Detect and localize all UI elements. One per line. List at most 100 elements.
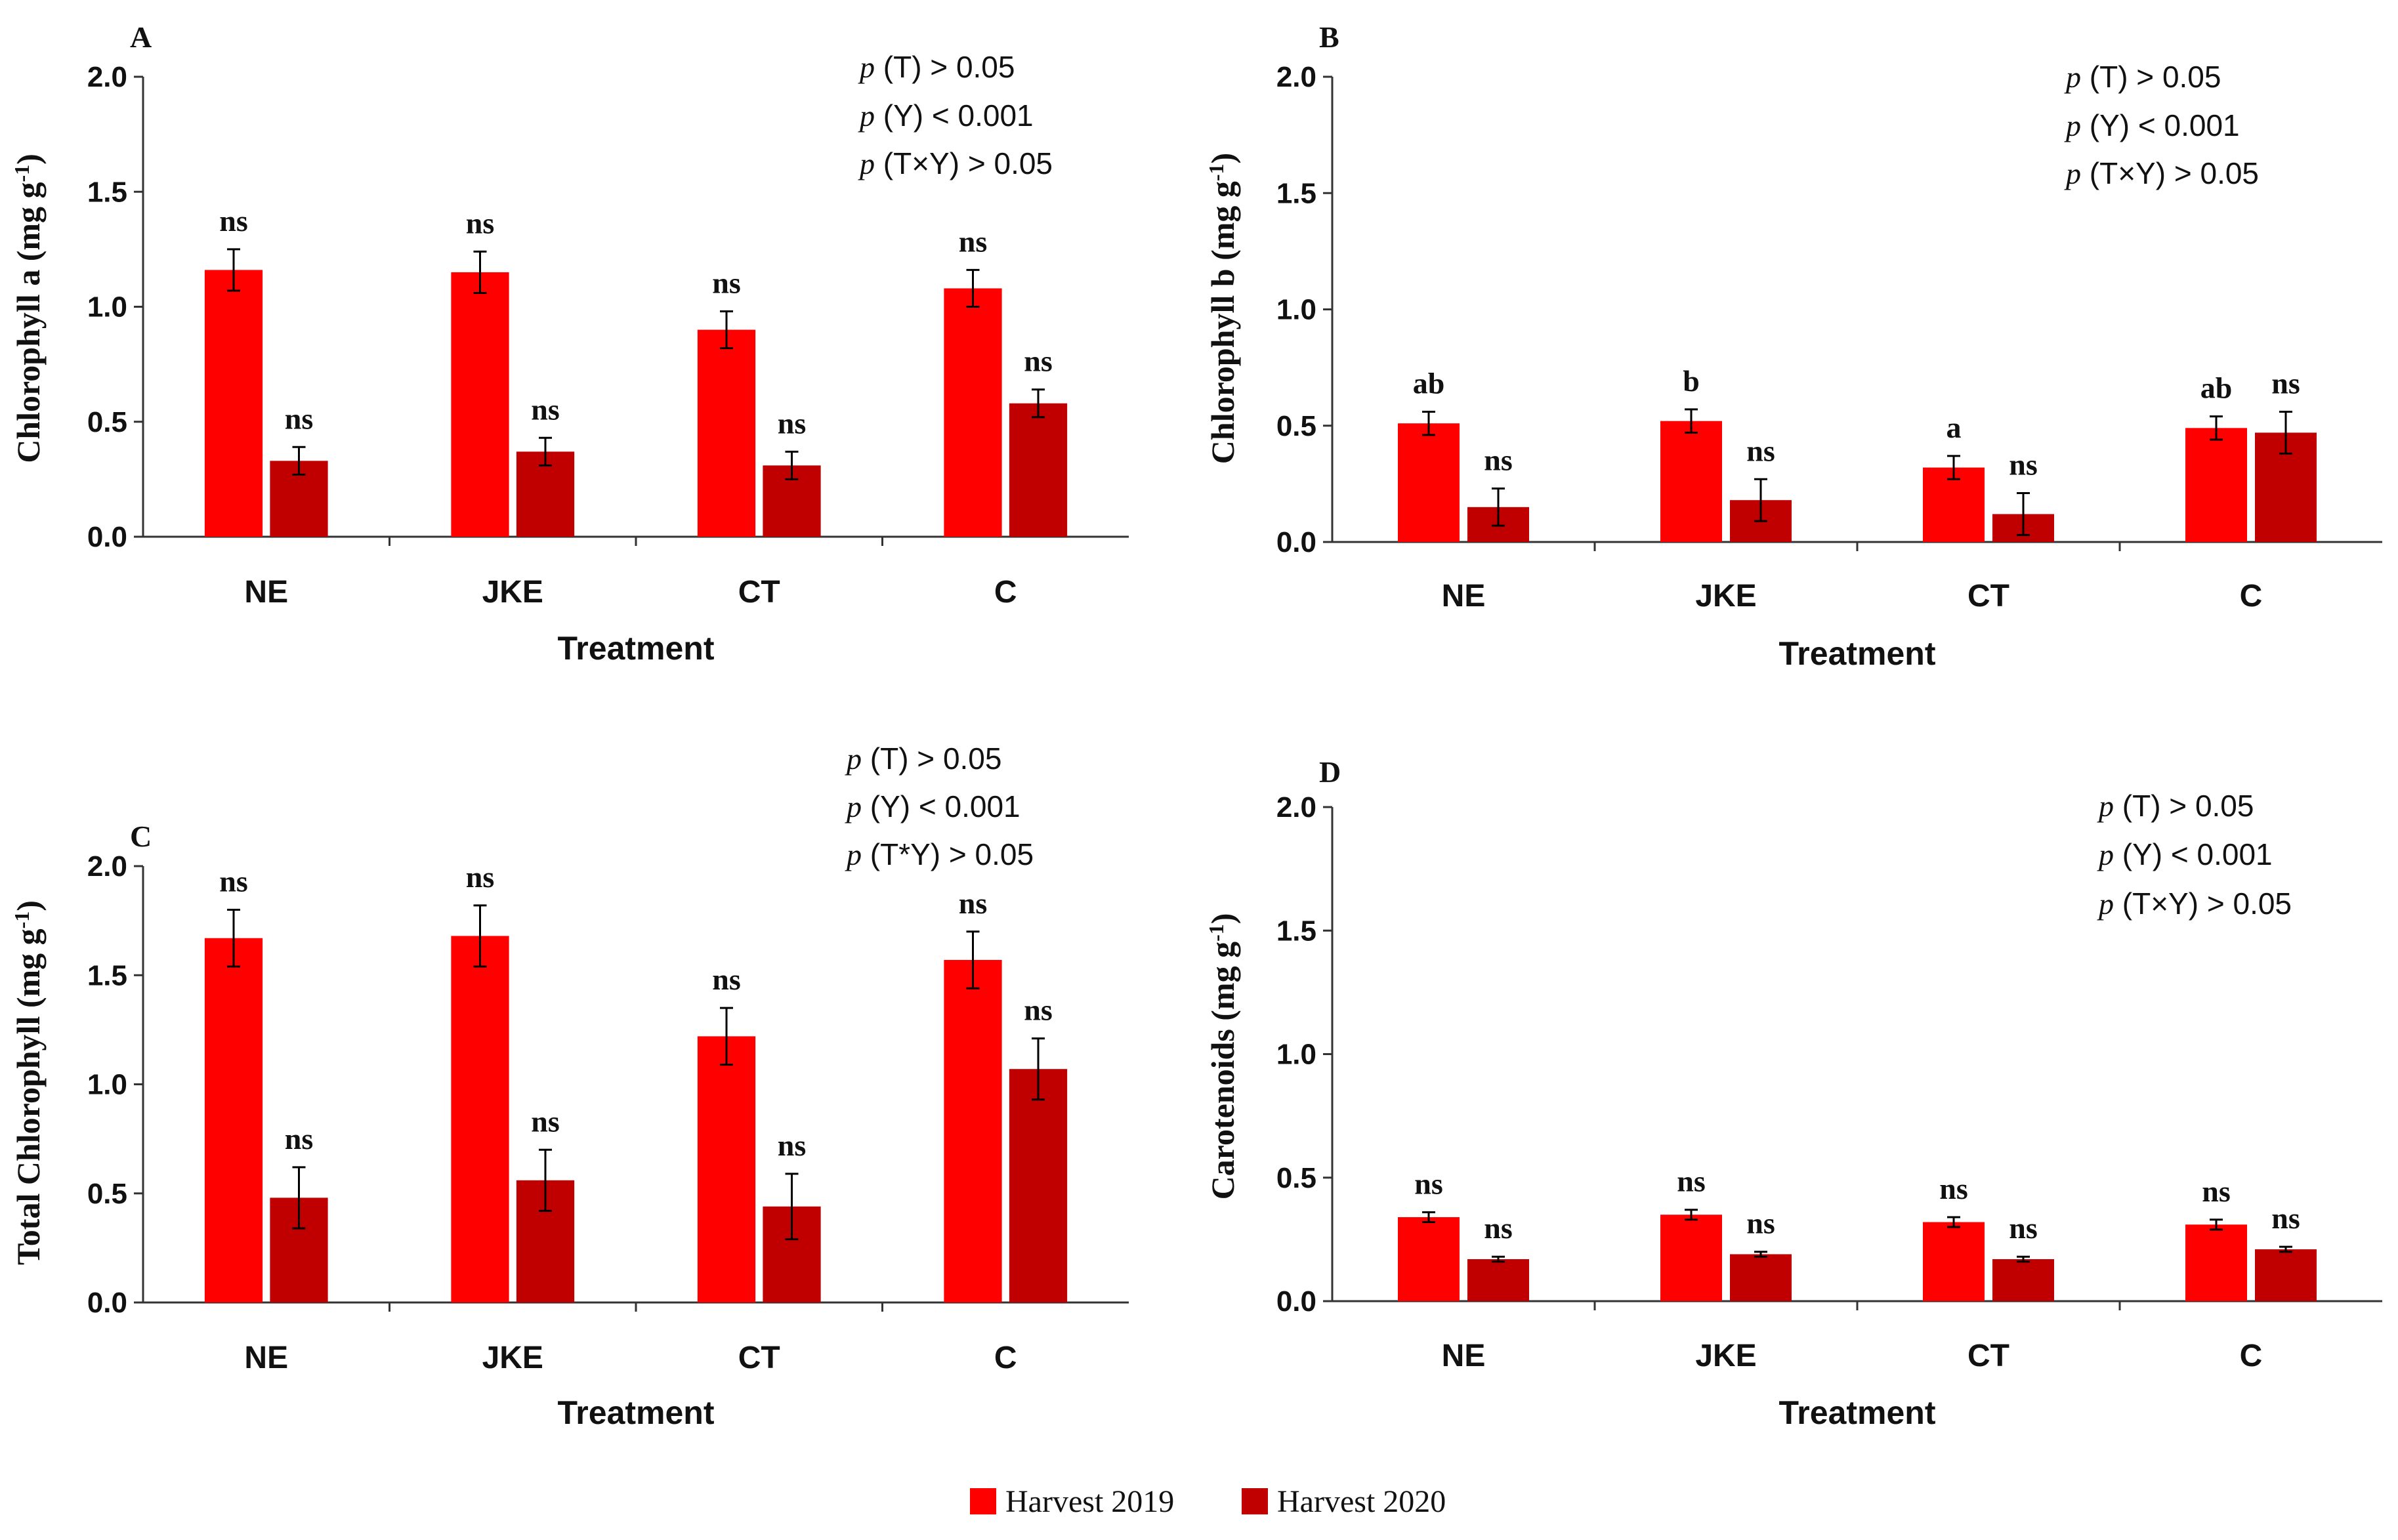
stats-line: p (T) > 0.05 bbox=[2097, 789, 2254, 823]
x-tick-label: C bbox=[994, 1341, 1017, 1375]
x-tick-label: JKE bbox=[482, 1341, 543, 1375]
bar-harvest-2020-c bbox=[2255, 1249, 2317, 1301]
x-tick-label: CT bbox=[738, 1341, 780, 1375]
significance-label: ns bbox=[531, 392, 559, 426]
x-tick-label: NE bbox=[244, 1341, 288, 1375]
legend-swatch-harvest-2019 bbox=[970, 1488, 996, 1514]
significance-label: ns bbox=[2009, 1211, 2037, 1245]
significance-label: a bbox=[1946, 411, 1962, 444]
y-tick-label: 1.0 bbox=[87, 291, 127, 323]
significance-label: ns bbox=[778, 1129, 806, 1162]
x-axis-title: Treatment bbox=[558, 1394, 715, 1431]
significance-label: ns bbox=[466, 860, 494, 894]
bar-harvest-2019-jke bbox=[451, 272, 509, 537]
significance-label: ns bbox=[531, 1104, 559, 1138]
chart-panel-b: B 0.0 0.5 1.0 1.5 2.0 NE ab ns JKE b ns CT a ns Cab ns Tr… bbox=[1204, 20, 2382, 672]
bar-harvest-2020-c bbox=[1009, 403, 1068, 537]
x-axis-title: Treatment bbox=[558, 630, 715, 667]
bar-harvest-2019-ne bbox=[1398, 1217, 1460, 1301]
bar-harvest-2019-jke bbox=[1660, 1215, 1722, 1301]
bar-harvest-2019-ct bbox=[697, 329, 756, 537]
y-tick-label: 1.5 bbox=[1276, 177, 1316, 209]
stats-line: p (Y) < 0.001 bbox=[845, 789, 1020, 823]
bar-harvest-2019-ne bbox=[204, 270, 263, 537]
y-tick-label: 0.5 bbox=[87, 1178, 127, 1210]
x-axis-title: Treatment bbox=[1779, 635, 1936, 672]
stats-line: p (Y) < 0.001 bbox=[2064, 108, 2240, 142]
significance-label: ns bbox=[1484, 1211, 1512, 1245]
chart-panel-a: A 0.0 0.5 1.0 1.5 2.0 NE ns ns JKE ns ns CT ns ns Cns ns… bbox=[10, 20, 1129, 667]
bar-harvest-2020-c bbox=[1009, 1069, 1068, 1302]
significance-label: ns bbox=[285, 402, 313, 435]
x-tick-label: NE bbox=[1442, 579, 1486, 614]
bar-harvest-2020-ct bbox=[1992, 1259, 2054, 1301]
y-tick-label: 0.5 bbox=[1276, 410, 1316, 442]
y-axis-title: Total Chlorophyll (mg g-1) bbox=[10, 900, 47, 1265]
y-axis-title: Chlorophyll a (mg g-1) bbox=[10, 154, 47, 463]
x-tick-label: CT bbox=[1967, 579, 2009, 614]
y-tick-label: 2.0 bbox=[87, 850, 127, 883]
significance-label: ns bbox=[2271, 366, 2300, 400]
significance-label: b bbox=[1683, 364, 1700, 398]
y-tick-label: 0.5 bbox=[87, 406, 127, 438]
x-tick-label: CT bbox=[1967, 1339, 2009, 1373]
bar-harvest-2019-ne bbox=[204, 938, 263, 1302]
y-tick-label: 2.0 bbox=[1276, 61, 1316, 93]
significance-label: ns bbox=[219, 204, 247, 238]
x-tick-label: C bbox=[2240, 579, 2263, 614]
significance-label: ns bbox=[285, 1122, 313, 1155]
significance-label: ns bbox=[1414, 1167, 1442, 1200]
significance-label: ab bbox=[1413, 366, 1445, 400]
y-tick-label: 1.0 bbox=[1276, 294, 1316, 326]
stats-line: p (T×Y) > 0.05 bbox=[858, 146, 1053, 180]
x-tick-label: C bbox=[2240, 1339, 2263, 1373]
significance-label: ns bbox=[1024, 993, 1052, 1027]
significance-label: ns bbox=[1746, 434, 1775, 467]
y-tick-label: 2.0 bbox=[1276, 791, 1316, 823]
y-tick-label: 0.0 bbox=[87, 521, 127, 553]
stats-line: p (T×Y) > 0.05 bbox=[2097, 886, 2292, 921]
y-tick-label: 0.0 bbox=[1276, 1285, 1316, 1318]
y-tick-label: 0.0 bbox=[1276, 526, 1316, 558]
x-tick-label: NE bbox=[244, 575, 288, 610]
significance-label: ns bbox=[1024, 344, 1052, 378]
chart-panel-d: D 0.0 0.5 1.0 1.5 2.0 NE ns ns JKE ns ns CT ns ns Cns ns… bbox=[1204, 755, 2382, 1431]
significance-label: ns bbox=[2009, 448, 2037, 482]
significance-label: ab bbox=[2200, 371, 2233, 405]
significance-label: ns bbox=[712, 266, 740, 300]
panel-letter: B bbox=[1319, 20, 1339, 54]
bar-harvest-2020-jke bbox=[1730, 1254, 1792, 1301]
stats-line: p (T*Y) > 0.05 bbox=[845, 837, 1034, 871]
significance-label: ns bbox=[1484, 443, 1512, 476]
significance-label: ns bbox=[2271, 1201, 2300, 1235]
significance-label: ns bbox=[1677, 1165, 1705, 1198]
bar-harvest-2019-ct bbox=[697, 1036, 756, 1302]
significance-label: ns bbox=[712, 963, 740, 996]
bar-harvest-2019-c bbox=[944, 288, 1002, 537]
y-tick-label: 1.5 bbox=[1276, 915, 1316, 947]
stats-line: p (Y) < 0.001 bbox=[2097, 837, 2273, 871]
significance-label: ns bbox=[959, 224, 987, 258]
x-tick-label: C bbox=[994, 575, 1017, 610]
significance-label: ns bbox=[219, 865, 247, 898]
bar-harvest-2019-jke bbox=[451, 936, 509, 1302]
bar-harvest-2019-c bbox=[2185, 428, 2247, 542]
y-tick-label: 0.0 bbox=[87, 1287, 127, 1319]
bar-harvest-2019-c bbox=[2185, 1224, 2247, 1301]
y-tick-label: 1.5 bbox=[87, 176, 127, 208]
y-tick-label: 2.0 bbox=[87, 61, 127, 93]
bar-harvest-2019-c bbox=[944, 959, 1002, 1302]
y-tick-label: 0.5 bbox=[1276, 1162, 1316, 1194]
bar-harvest-2019-ct bbox=[1923, 1222, 1985, 1301]
significance-label: ns bbox=[2202, 1175, 2230, 1208]
x-tick-label: CT bbox=[738, 575, 780, 610]
stats-line: p (T) > 0.05 bbox=[845, 741, 1001, 776]
bar-harvest-2019-ne bbox=[1398, 423, 1460, 542]
x-axis-title: Treatment bbox=[1779, 1394, 1936, 1431]
stats-line: p (Y) < 0.001 bbox=[858, 98, 1034, 133]
y-tick-label: 1.0 bbox=[1276, 1039, 1316, 1071]
x-tick-label: JKE bbox=[1695, 1339, 1756, 1373]
legend-label: Harvest 2019 bbox=[1005, 1484, 1174, 1519]
bar-harvest-2020-ne bbox=[1467, 1259, 1529, 1301]
